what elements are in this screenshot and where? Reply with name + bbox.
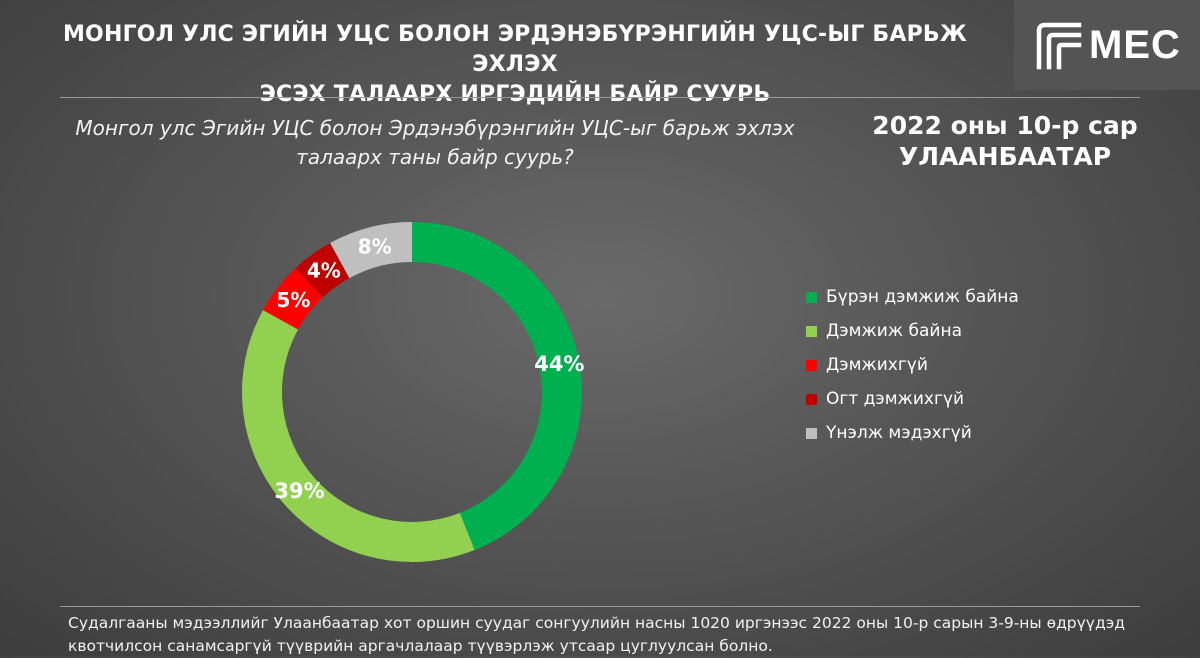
footnote-line2: квотчилсон санамсаргүй түүврийн аргачлал… bbox=[68, 637, 773, 655]
mec-logo-icon bbox=[1036, 22, 1082, 70]
legend-swatch bbox=[806, 427, 817, 439]
main-title-line2: ЭСЭХ ТАЛААРХ ИРГЭДИЙН БАЙР СУУРЬ bbox=[259, 82, 771, 107]
donut-label-5: 8% bbox=[358, 235, 392, 259]
survey-question: Монгол улс Эгийн УЦС болон Эрдэнэбүрэнги… bbox=[40, 114, 830, 172]
legend-swatch bbox=[806, 359, 817, 371]
survey-question-line1: Монгол улс Эгийн УЦС болон Эрдэнэбүрэнги… bbox=[75, 116, 795, 140]
legend-label: Үнэлж мэдэхгүй bbox=[826, 423, 972, 443]
legend-item-2: Дэмжиж байна bbox=[806, 314, 1019, 348]
legend-label: Дэмжиж байна bbox=[826, 321, 962, 341]
footnote-line1: Судалгааны мэдээллийг Улаанбаатар хот ор… bbox=[68, 614, 1125, 632]
legend-item-4: Огт дэмжихгүй bbox=[806, 382, 1019, 416]
legend-item-5: Үнэлж мэдэхгүй bbox=[806, 416, 1019, 450]
survey-location: УЛААНБААТАР bbox=[898, 142, 1112, 171]
legend-label: Дэмжихгүй bbox=[826, 355, 928, 375]
donut-slice-5 bbox=[330, 222, 412, 279]
survey-question-line2: талаарх таны байр суурь? bbox=[296, 145, 574, 169]
legend-label: Огт дэмжихгүй bbox=[826, 389, 964, 409]
main-title: МОНГОЛ УЛС ЭГИЙН УЦС БОЛОН ЭРДЭНЭБҮРЭНГИ… bbox=[20, 20, 1010, 110]
donut-label-1: 44% bbox=[534, 352, 584, 376]
legend-item-1: Бүрэн дэмжиж байна bbox=[806, 280, 1019, 314]
legend-swatch bbox=[806, 393, 817, 405]
legend-label: Бүрэн дэмжиж байна bbox=[826, 287, 1019, 307]
survey-date: 2022 оны 10-р сар bbox=[872, 111, 1138, 140]
legend-swatch bbox=[806, 291, 817, 303]
bottom-divider bbox=[60, 606, 1140, 607]
date-location: 2022 оны 10-р сар УЛААНБААТАР bbox=[850, 110, 1160, 172]
donut-label-4: 4% bbox=[307, 259, 341, 283]
donut-slice-4 bbox=[295, 243, 350, 298]
methodology-footnote: Судалгааны мэдээллийг Улаанбаатар хот ор… bbox=[68, 612, 1164, 658]
donut-slice-2 bbox=[241, 310, 475, 562]
main-title-line1: МОНГОЛ УЛС ЭГИЙН УЦС БОЛОН ЭРДЭНЭБҮРЭНГИ… bbox=[62, 22, 968, 77]
chart-legend: Бүрэн дэмжиж байна Дэмжиж байна Дэмжихгүй О… bbox=[806, 280, 1019, 450]
top-divider bbox=[60, 97, 1140, 98]
mec-logo-text: MEC bbox=[1089, 22, 1181, 67]
legend-swatch bbox=[806, 325, 817, 337]
mec-logo: MEC bbox=[1014, 0, 1200, 90]
donut-label-3: 5% bbox=[276, 288, 310, 312]
donut-slice-3 bbox=[263, 268, 324, 330]
legend-item-3: Дэмжихгүй bbox=[806, 348, 1019, 382]
donut-slice-1 bbox=[412, 222, 582, 551]
donut-label-2: 39% bbox=[274, 479, 324, 503]
